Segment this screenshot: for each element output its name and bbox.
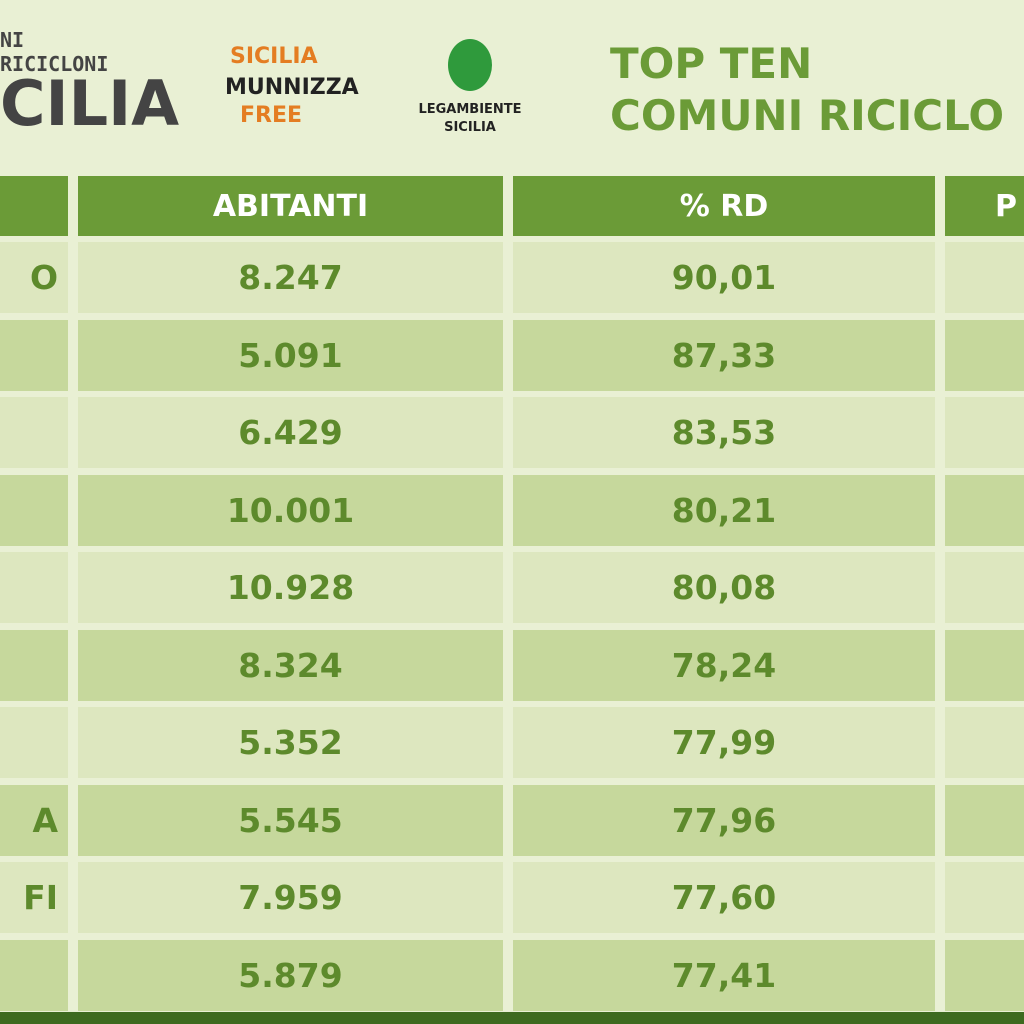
- logo-text: FREE: [240, 102, 303, 128]
- cell: [945, 474, 1024, 546]
- abitanti-cell: 7.959: [78, 862, 503, 933]
- bottom-band: [0, 1012, 1024, 1024]
- cell: [945, 707, 1024, 778]
- cell: [945, 939, 1024, 1011]
- name-cell: [0, 474, 68, 546]
- header-cell: P: [945, 176, 1024, 236]
- cell: [945, 862, 1024, 933]
- rd-cell: 90,01: [513, 242, 935, 313]
- cell: [945, 242, 1024, 313]
- name-cell: [0, 939, 68, 1011]
- header-cell: % RD: [513, 176, 935, 236]
- abitanti-cell: 6.429: [78, 397, 503, 468]
- rd-cell: 87,33: [513, 319, 935, 391]
- header-cell: ABITANTI: [78, 176, 503, 236]
- logo-text: SICILIA: [444, 119, 496, 135]
- name-cell: [0, 319, 68, 391]
- cell: [945, 397, 1024, 468]
- name-cell: [0, 397, 68, 468]
- abitanti-cell: 5.352: [78, 707, 503, 778]
- name-cell: A: [0, 784, 68, 856]
- logo-icon: [448, 39, 492, 91]
- logo-text: LEGAMBIENTE: [418, 101, 522, 117]
- rd-cell: 83,53: [513, 397, 935, 468]
- cell: [945, 552, 1024, 623]
- rd-cell: 77,99: [513, 707, 935, 778]
- logo-text: MUNNIZZA: [225, 74, 359, 100]
- cell: [945, 784, 1024, 856]
- header-cell: [0, 176, 68, 236]
- abitanti-cell: 5.545: [78, 784, 503, 856]
- rd-cell: 80,21: [513, 474, 935, 546]
- abitanti-cell: 10.928: [78, 552, 503, 623]
- rd-cell: 77,41: [513, 939, 935, 1011]
- name-cell: [0, 629, 68, 701]
- name-cell: [0, 552, 68, 623]
- rd-cell: 80,08: [513, 552, 935, 623]
- rd-cell: 77,60: [513, 862, 935, 933]
- logo-text: SICILIA: [230, 43, 318, 69]
- rd-cell: 78,24: [513, 629, 935, 701]
- abitanti-cell: 8.324: [78, 629, 503, 701]
- brand-line: CILIA: [0, 66, 180, 140]
- abitanti-cell: 10.001: [78, 474, 503, 546]
- abitanti-cell: 5.091: [78, 319, 503, 391]
- cell: [945, 319, 1024, 391]
- rd-cell: 77,96: [513, 784, 935, 856]
- brand-line: NI RICICLONI: [0, 28, 109, 76]
- name-cell: [0, 707, 68, 778]
- name-cell: O: [0, 242, 68, 313]
- abitanti-cell: 5.879: [78, 939, 503, 1011]
- abitanti-cell: 8.247: [78, 242, 503, 313]
- title: TOP TEN: [610, 38, 813, 88]
- name-cell: FI: [0, 862, 68, 933]
- title: COMUNI RICICLO: [610, 92, 1005, 138]
- cell: [945, 629, 1024, 701]
